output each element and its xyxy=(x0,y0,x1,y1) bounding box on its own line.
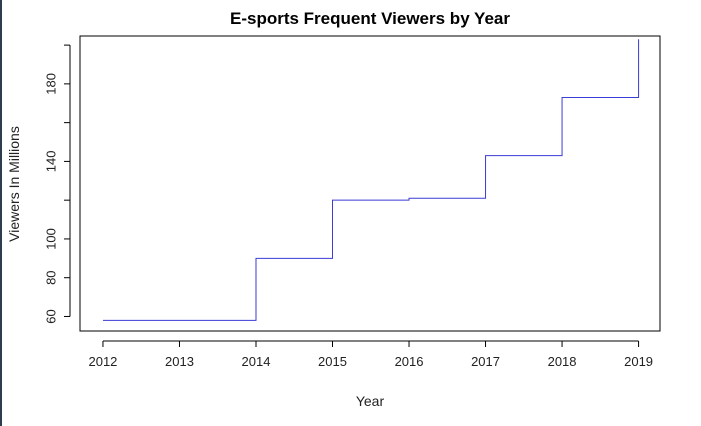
x-tick-label: 2014 xyxy=(242,354,271,369)
x-tick-label: 2017 xyxy=(471,354,500,369)
window-edge xyxy=(0,0,2,426)
chart-title: E-sports Frequent Viewers by Year xyxy=(230,9,510,28)
y-axis-label: Viewers In Millions xyxy=(6,126,22,242)
plot-area-border xyxy=(79,35,661,332)
x-tick-label: 2019 xyxy=(624,354,653,369)
x-tick-label: 2016 xyxy=(395,354,424,369)
x-tick-label: 2015 xyxy=(318,354,347,369)
y-tick-label: 100 xyxy=(44,228,59,250)
y-tick-label: 140 xyxy=(44,151,59,173)
x-tick-label: 2012 xyxy=(88,354,117,369)
x-tick-label: 2013 xyxy=(165,354,194,369)
y-tick-label: 180 xyxy=(44,73,59,95)
y-tick-label: 80 xyxy=(44,270,59,284)
x-axis: 2012 2013 2014 2015 2016 2017 2018 2019 xyxy=(88,340,653,369)
viewers-step-line xyxy=(102,39,640,321)
x-axis-label: Year xyxy=(356,393,385,409)
y-tick-label: 60 xyxy=(44,309,59,323)
x-tick-label: 2018 xyxy=(548,354,577,369)
y-axis: 60 80 100 140 180 xyxy=(44,44,71,324)
